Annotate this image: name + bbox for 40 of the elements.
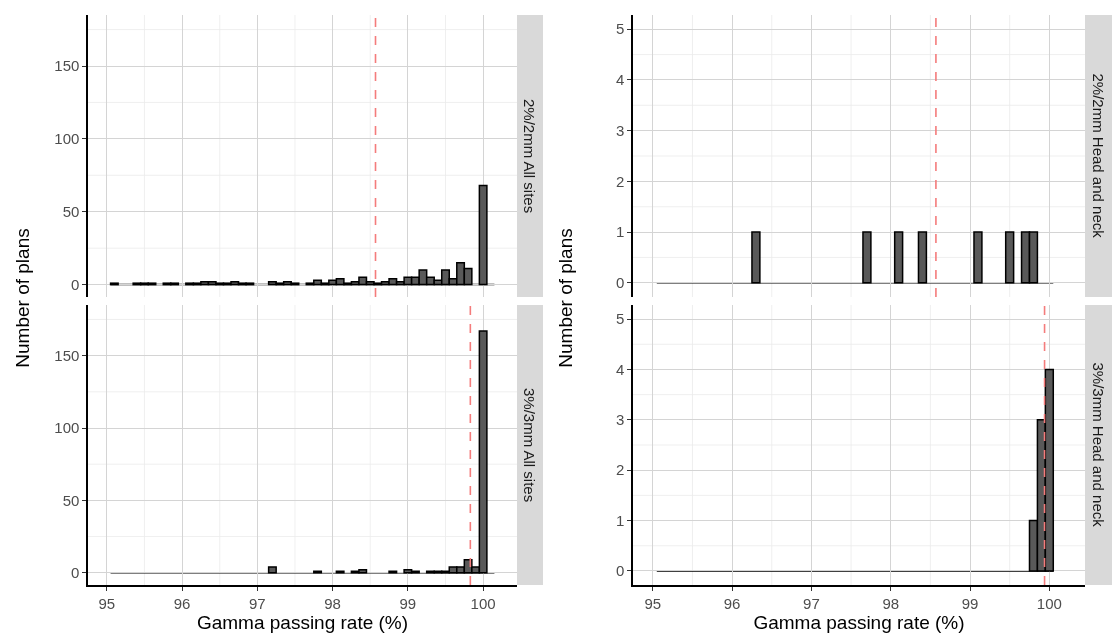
x-tick-label: 98 bbox=[882, 594, 900, 612]
x-tick-label: 95 bbox=[644, 594, 662, 612]
x-tick-label: 96 bbox=[173, 594, 191, 612]
y-tick-label: 5 bbox=[616, 310, 625, 328]
y-tick-label: 4 bbox=[616, 360, 625, 378]
text: 2%/2mm Head and neck bbox=[1089, 73, 1107, 239]
y-tick-label: 5 bbox=[616, 20, 625, 38]
text: 2%/2mm All sites bbox=[521, 99, 538, 214]
y-tick-label: 1 bbox=[616, 511, 625, 529]
y-tick-label: 0 bbox=[71, 275, 80, 293]
x-axis-title: Gamma passing rate (%) bbox=[196, 611, 409, 633]
y-tick-label: 2 bbox=[616, 172, 625, 190]
x-tick-label: 98 bbox=[324, 594, 341, 612]
x-tick-label: 100 bbox=[1036, 594, 1062, 612]
text: 3%/3mm Head and neck bbox=[1089, 362, 1107, 528]
text: 3%/3mm All sites bbox=[521, 388, 538, 503]
y-tick-label: 150 bbox=[54, 57, 80, 75]
y-tick-label: 50 bbox=[62, 491, 80, 509]
y-tick-label: 2 bbox=[616, 461, 625, 479]
x-tick-label: 95 bbox=[98, 594, 116, 612]
x-tick-label: 96 bbox=[723, 594, 741, 612]
y-tick-label: 4 bbox=[616, 71, 625, 89]
y-tick-label: 0 bbox=[71, 563, 80, 581]
y-tick-label: 1 bbox=[616, 223, 625, 241]
x-tick-label: 99 bbox=[399, 594, 417, 612]
x-tick-label: 97 bbox=[803, 594, 820, 612]
y-tick-label: 0 bbox=[616, 274, 625, 292]
y-tick-label: 3 bbox=[616, 121, 625, 139]
x-tick-label: 100 bbox=[470, 594, 496, 612]
x-tick-label: 99 bbox=[961, 594, 979, 612]
x-axis-title: Gamma passing rate (%) bbox=[753, 611, 965, 633]
y-tick-label: 100 bbox=[54, 419, 80, 437]
y-tick-label: 3 bbox=[616, 411, 625, 429]
y-axis-title: Number of plans bbox=[11, 228, 34, 368]
x-tick-label: 97 bbox=[249, 594, 266, 612]
y-tick-label: 0 bbox=[616, 562, 625, 580]
y-axis-title: Number of plans bbox=[554, 228, 577, 368]
y-tick-label: 150 bbox=[54, 346, 80, 364]
y-tick-label: 100 bbox=[54, 130, 80, 148]
y-tick-label: 50 bbox=[62, 202, 80, 220]
